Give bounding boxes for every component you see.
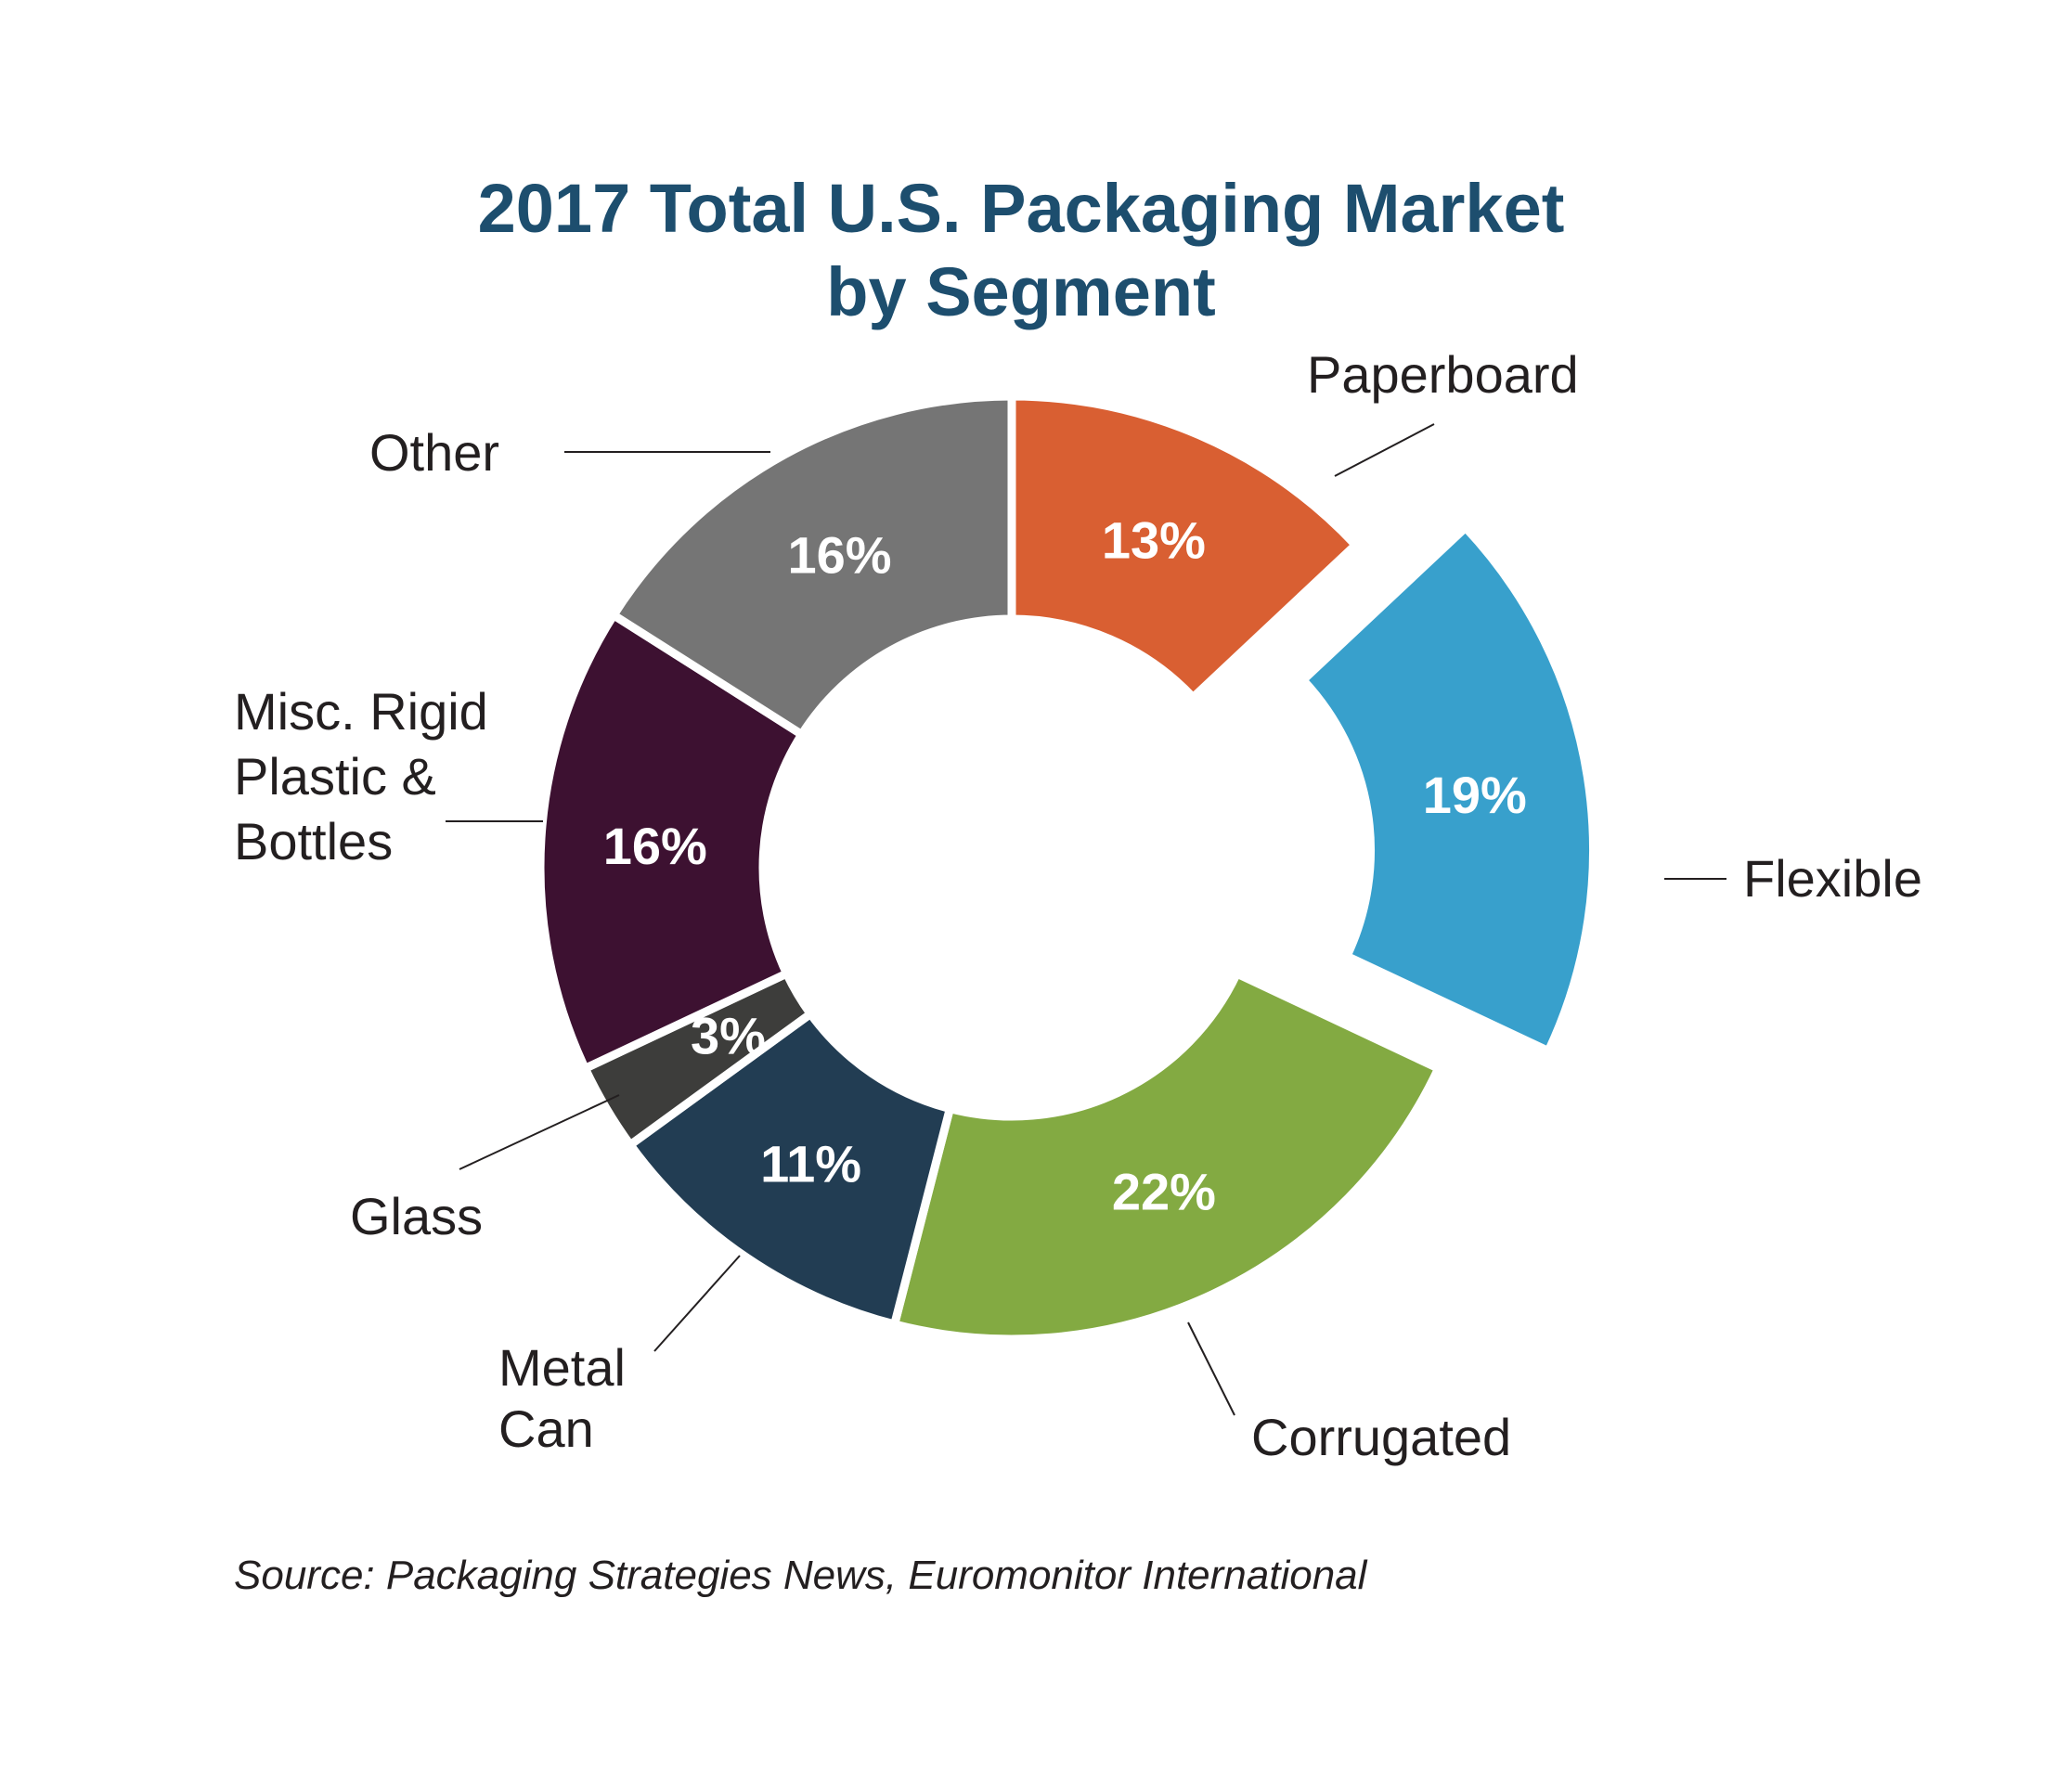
percent-label-corrugated: 22%	[1112, 1162, 1216, 1220]
slice-flexible	[1297, 522, 1598, 1057]
percent-label-paperboard: 13%	[1102, 511, 1206, 570]
percent-label-misc-rigid-plastic-bottles: 16%	[603, 817, 707, 875]
source-note: Source: Packaging Strategies News, Eurom…	[234, 1553, 1368, 1598]
segment-label-metal-can: Metal Can	[498, 1338, 640, 1458]
slice-corrugated	[889, 968, 1444, 1344]
segment-label-flexible: Flexible	[1743, 849, 1922, 908]
percent-label-metal-can: 11%	[760, 1134, 861, 1193]
segment-label-paperboard: Paperboard	[1307, 345, 1579, 404]
slice-other	[607, 392, 1016, 741]
percent-labels: 13% 19% 22% 11% 3% 16% 16%	[603, 511, 1527, 1221]
segment-label-misc-rigid-line3: Bottles	[234, 812, 393, 870]
slice-paperboard	[1007, 392, 1362, 703]
segment-label-corrugated: Corrugated	[1251, 1408, 1511, 1466]
segment-label-misc-rigid-line1: Misc. Rigid	[234, 682, 488, 741]
chart-title: 2017 Total U.S. Packaging Market	[478, 170, 1565, 247]
slice-misc-rigid-plastic-bottles	[536, 609, 808, 1075]
leader-line-metal-can	[653, 1255, 741, 1352]
chart-subtitle: by Segment	[826, 253, 1215, 330]
donut-slices	[536, 392, 1598, 1344]
leader-line-paperboard	[1334, 423, 1435, 477]
percent-label-other: 16%	[787, 526, 891, 585]
leader-line-glass	[459, 1094, 620, 1170]
segment-label-misc-rigid: Misc. Rigid Plastic & Bottles	[234, 682, 502, 870]
percent-label-flexible: 19%	[1423, 766, 1527, 824]
segment-label-misc-rigid-line2: Plastic &	[234, 747, 436, 806]
segment-label-metal-can-line2: Can	[498, 1399, 594, 1458]
leader-line-corrugated	[1187, 1321, 1235, 1416]
segment-label-glass: Glass	[350, 1187, 483, 1245]
leader-lines	[446, 423, 1726, 1416]
percent-label-glass: 3%	[691, 1007, 766, 1065]
segment-label-other: Other	[369, 423, 499, 482]
segment-label-metal-can-line1: Metal	[498, 1338, 626, 1397]
